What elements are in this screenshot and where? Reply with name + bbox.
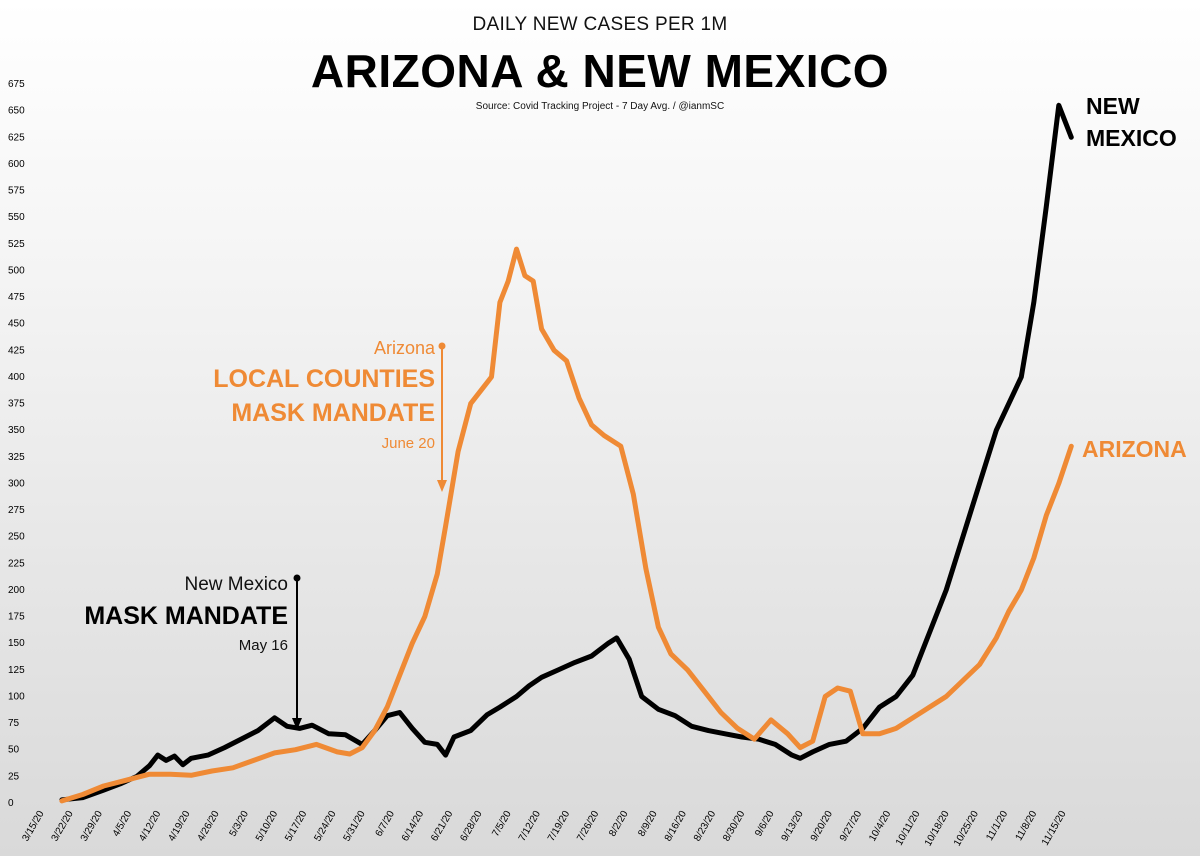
az-annotation-label-2: MASK MANDATE: [231, 399, 435, 427]
series-line-new-mexico: [59, 102, 1074, 803]
x-tick-label: 5/31/20: [342, 809, 368, 844]
x-tick-label: 6/7/20: [374, 809, 398, 839]
az-annotation-label-1: LOCAL COUNTIES: [213, 365, 435, 393]
y-tick-label: 175: [8, 612, 25, 623]
x-tick-label: 5/17/20: [283, 809, 309, 844]
y-tick-label: 25: [8, 771, 20, 782]
x-tick-label: 4/5/20: [111, 809, 135, 839]
y-tick-label: 125: [8, 665, 25, 676]
x-tick-label: 8/9/20: [636, 809, 660, 839]
y-tick-label: 600: [8, 159, 25, 170]
y-axis: 0 25 50 75 100 125 150 175 200 225 250 275 300 325 350…: [8, 79, 25, 809]
y-tick-label: 0: [8, 798, 14, 809]
x-tick-label: 9/20/20: [809, 809, 835, 844]
az-series-label: ARIZONA: [1082, 436, 1187, 462]
x-tick-label: 9/27/20: [838, 809, 864, 844]
y-tick-label: 250: [8, 532, 25, 543]
y-tick-label: 275: [8, 505, 25, 516]
az-annotation: Arizona LOCAL COUNTIES MASK MANDATE June…: [213, 338, 447, 492]
y-tick-label: 350: [8, 425, 25, 436]
y-tick-label: 525: [8, 239, 25, 250]
x-tick-label: 4/19/20: [166, 809, 192, 844]
x-tick-label: 11/8/20: [1014, 809, 1040, 843]
nm-annotation: New Mexico MASK MANDATE May 16: [84, 574, 302, 730]
nm-annotation-date: May 16: [239, 637, 288, 654]
x-tick-label: 7/5/20: [490, 809, 514, 839]
x-tick-label: 7/12/20: [517, 809, 543, 844]
chart-subtitle: DAILY NEW CASES PER 1M: [472, 14, 728, 35]
x-tick-label: 5/3/20: [228, 809, 252, 839]
x-tick-label: 4/26/20: [196, 809, 222, 844]
y-tick-label: 475: [8, 292, 25, 303]
y-tick-label: 50: [8, 745, 20, 756]
y-tick-label: 325: [8, 452, 25, 463]
x-tick-label: 3/29/20: [79, 809, 105, 844]
nm-annotation-arrowhead: [292, 718, 302, 730]
x-tick-label: 8/23/20: [692, 809, 718, 844]
az-annotation-date: June 20: [382, 435, 435, 452]
az-annotation-arrowhead: [437, 480, 447, 492]
y-tick-label: 200: [8, 585, 25, 596]
y-tick-label: 425: [8, 345, 25, 356]
x-tick-label: 6/14/20: [400, 809, 426, 844]
x-tick-label: 8/2/20: [607, 809, 631, 839]
x-axis: 3/15/20 3/22/20 3/29/20 4/5/20 4/12/20 4/19/2…: [20, 809, 1068, 849]
nm-annotation-state: New Mexico: [185, 574, 288, 595]
y-tick-label: 375: [8, 399, 25, 410]
nm-series-label-1: NEW: [1086, 93, 1140, 119]
x-tick-label: 11/15/20: [1040, 809, 1069, 848]
x-tick-label: 5/24/20: [312, 809, 338, 844]
y-tick-label: 75: [8, 718, 20, 729]
y-tick-label: 575: [8, 186, 25, 197]
x-tick-label: 4/12/20: [137, 809, 163, 844]
y-tick-label: 675: [8, 79, 25, 90]
series-lines: [59, 102, 1074, 804]
y-tick-label: 550: [8, 212, 25, 223]
x-tick-label: 6/21/20: [429, 809, 455, 844]
x-tick-label: 10/11/20: [894, 809, 923, 848]
x-tick-label: 11/1/20: [984, 809, 1010, 843]
y-tick-label: 650: [8, 106, 25, 117]
chart-title: ARIZONA & NEW MEXICO: [310, 45, 890, 97]
x-tick-label: 9/13/20: [780, 809, 806, 844]
x-tick-label: 7/19/20: [546, 809, 572, 844]
y-tick-label: 150: [8, 638, 25, 649]
az-annotation-state: Arizona: [374, 338, 436, 358]
y-tick-label: 300: [8, 478, 25, 489]
x-tick-label: 3/15/20: [20, 809, 46, 844]
y-tick-label: 100: [8, 691, 25, 702]
y-tick-label: 225: [8, 558, 25, 569]
x-tick-label: 10/4/20: [867, 809, 893, 844]
nm-series-label-2: MEXICO: [1086, 125, 1177, 151]
x-tick-label: 10/25/20: [952, 809, 981, 849]
x-tick-label: 6/28/20: [458, 809, 484, 844]
x-tick-label: 10/18/20: [923, 809, 952, 849]
y-tick-label: 400: [8, 372, 25, 383]
x-tick-label: 8/16/20: [663, 809, 689, 844]
y-tick-label: 450: [8, 319, 25, 330]
x-tick-label: 3/22/20: [50, 809, 76, 844]
x-tick-label: 8/30/20: [721, 809, 747, 844]
x-tick-label: 9/6/20: [753, 809, 777, 839]
y-tick-label: 500: [8, 265, 25, 276]
y-tick-label: 625: [8, 132, 25, 143]
x-tick-label: 5/10/20: [254, 809, 280, 844]
series-line-arizona: [59, 246, 1074, 804]
nm-annotation-label: MASK MANDATE: [84, 602, 288, 630]
x-tick-label: 7/26/20: [575, 809, 601, 844]
chart-source: Source: Covid Tracking Project - 7 Day A…: [475, 101, 725, 112]
